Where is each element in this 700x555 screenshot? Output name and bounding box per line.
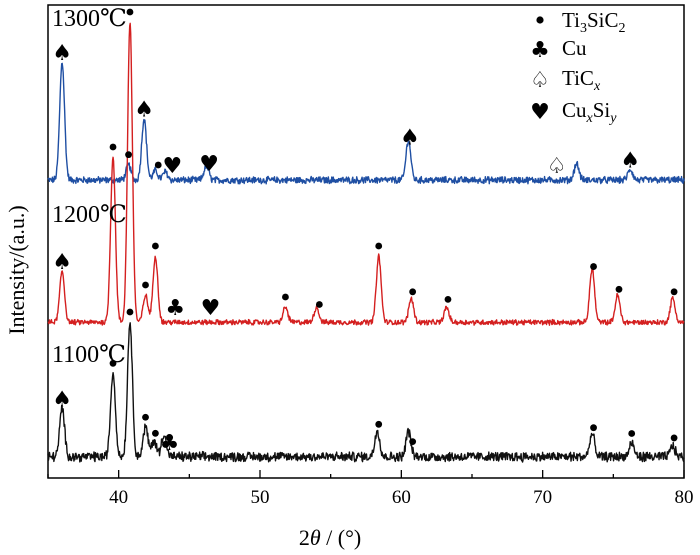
plot-frame [47,4,685,479]
series-line [47,22,685,326]
phase-marker-spade-icon: ♠ [620,148,640,173]
legend-label-ticx: TiCx [562,66,601,94]
phase-marker-dot [142,413,149,421]
x-tick-label: 60 [392,487,411,508]
phase-marker-dot [315,301,323,308]
phase-marker-dot [125,151,132,159]
series-temperature-label: 1300℃ [52,6,127,32]
phase-marker-dot [375,420,383,428]
x-tick-label: 50 [251,487,270,508]
phase-marker-dot [126,8,134,16]
series-layer [47,22,685,463]
phase-marker-spade-icon: ♠ [134,98,154,123]
phase-marker-dot [409,288,417,296]
legend-entry-ti3sic2: Ti3SiC2 [536,8,625,36]
phase-marker-dot [152,429,159,437]
phase-marker-dot [590,424,597,432]
x-tick-label: 80 [675,487,694,508]
phase-marker-dot [670,434,678,442]
legend-entry-cuxsiy: ♥ CuxSiy [530,98,617,126]
phase-marker-dot [628,430,636,437]
y-axis-label: Intensity/(a.u.) [4,205,29,335]
legend-club-icon: ♣ [530,38,550,63]
x-tick-label: 70 [533,487,552,508]
plot-border [47,4,685,479]
legend-label-ti3sic2: Ti3SiC2 [562,8,625,36]
legend-heart-icon: ♥ [530,100,550,125]
legend-spade-outline-icon: ♤ [530,68,550,93]
phase-marker-dot [152,242,159,250]
legend-entry-ticx: ♤ TiCx [530,66,601,94]
phase-marker-heart-icon: ♥ [199,152,219,177]
x-axis-ticks: 40 50 60 70 80 [47,470,694,508]
series-line [47,62,685,185]
phase-marker-dot [590,263,597,270]
phase-marker-dot [282,293,289,301]
legend-entry-cu: ♣ Cu [530,36,587,63]
x-tick-label: 40 [109,487,128,508]
phase-marker-heart-icon: ♥ [201,296,221,321]
phase-marker-club-icon: ♣ [160,431,180,456]
series-temperature-label: 1100℃ [52,342,126,368]
phase-marker-dot [109,143,117,151]
series-temperature-label: 1200℃ [52,202,127,228]
legend: Ti3SiC2 ♣ Cu ♤ TiCx ♥ CuxSiy [530,8,625,126]
legend-label-cuxsiy: CuxSiy [562,98,617,126]
phase-marker-dot [142,281,149,289]
phase-marker-spade-icon: ♠ [52,387,72,412]
phase-marker-spade-icon: ♠ [400,125,420,150]
phase-marker-heart-icon: ♥ [163,154,183,179]
phase-marker-spade-icon: ♠ [52,250,72,275]
phase-marker-dot [154,161,162,169]
phase-marker-dot [444,295,452,303]
phase-marker-dot [670,288,678,296]
phase-marker-spade-icon: ♠ [52,41,72,66]
legend-label-cu: Cu [562,36,587,60]
phase-marker-dot [126,308,134,316]
phase-marker-dot [409,438,417,445]
x-axis-label: 2θ / (°) [299,525,361,550]
legend-dot-icon [536,16,544,24]
phase-marker-club-icon: ♣ [165,296,185,321]
phase-marker-spade-outline-icon: ♤ [547,154,567,179]
phase-marker-dot [109,359,117,367]
phase-marker-dot [375,242,383,250]
phase-marker-dot [615,285,623,293]
series-line [47,322,685,463]
marker-layer: ♠ ♠ ♥ ♥ ♠ ♤ ♠ ♠ ♣ ♥ ♠ ♣ [52,8,678,456]
series-label-layer: 1300℃ 1200℃ 1100℃ [52,6,127,368]
